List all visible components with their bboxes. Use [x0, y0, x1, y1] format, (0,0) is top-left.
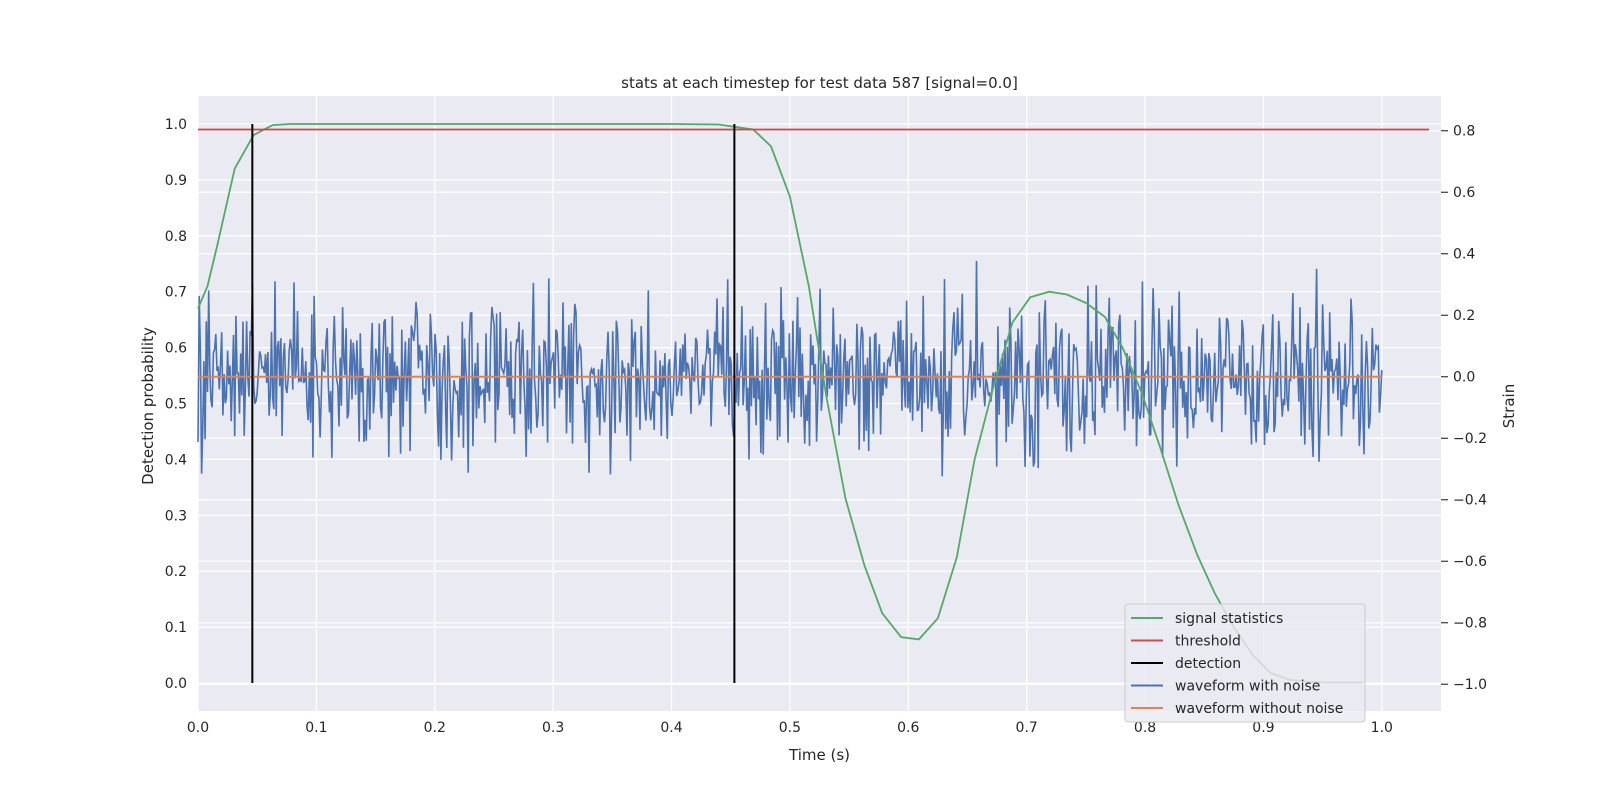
- y-left-tick-label: 0.0: [165, 676, 187, 692]
- y-right-tick-label: −0.2: [1453, 431, 1487, 447]
- y-axis-label-right: Strain: [1500, 384, 1518, 428]
- y-left-tick-label: 0.8: [165, 229, 187, 245]
- chart-title: stats at each timestep for test data 587…: [621, 74, 1018, 92]
- y-right-tick-label: 0.6: [1453, 185, 1475, 201]
- x-tick-label: 0.6: [897, 720, 919, 736]
- legend-label: waveform with noise: [1175, 679, 1320, 695]
- ticks-layer: 0.0 0.1 0.2 0.3 0.4 0.5 0.6 0.7 0.8 0.9 1.0 0.0 0.1 0…: [165, 117, 1487, 736]
- legend-label: threshold: [1175, 634, 1241, 650]
- x-tick-label: 0.2: [424, 720, 446, 736]
- y-left-tick-label: 0.1: [165, 620, 187, 636]
- x-tick-label: 0.0: [187, 720, 209, 736]
- y-left-tick-label: 0.7: [165, 285, 187, 301]
- legend-box: [1124, 603, 1366, 723]
- y-axis-label-left: Detection probability: [139, 327, 157, 485]
- y-right-tick-label: −0.4: [1453, 493, 1487, 509]
- x-axis-label: Time (s): [788, 746, 850, 764]
- y-left-tick-label: 0.4: [165, 452, 187, 468]
- y-left-tick-label: 0.3: [165, 508, 187, 524]
- y-right-tick-label: 0.8: [1453, 124, 1475, 140]
- x-tick-label: 0.5: [779, 720, 801, 736]
- y-right-tick-label: −1.0: [1453, 677, 1487, 693]
- legend-label: signal statistics: [1175, 611, 1283, 627]
- x-tick-label: 0.3: [542, 720, 564, 736]
- y-left-tick-label: 0.6: [165, 341, 187, 357]
- y-right-tick-label: −0.6: [1453, 554, 1487, 570]
- legend-label: waveform without noise: [1175, 701, 1343, 717]
- y-left-tick-label: 0.2: [165, 564, 187, 580]
- x-tick-label: 0.1: [305, 720, 327, 736]
- y-right-tick-label: 0.2: [1453, 308, 1475, 324]
- y-left-tick-label: 0.9: [165, 173, 187, 189]
- x-tick-label: 0.4: [660, 720, 682, 736]
- legend: signal statistics threshold detection wavef…: [1124, 603, 1366, 723]
- x-tick-label: 0.8: [1134, 720, 1156, 736]
- y-right-tick-label: 0.4: [1453, 247, 1475, 263]
- x-tick-label: 1.0: [1371, 720, 1393, 736]
- y-right-tick-label: −0.8: [1453, 616, 1487, 632]
- x-tick-label: 0.7: [1016, 720, 1038, 736]
- y-left-tick-label: 1.0: [165, 117, 187, 133]
- legend-label: detection: [1175, 656, 1241, 672]
- x-tick-label: 0.9: [1252, 720, 1274, 736]
- y-right-tick-label: 0.0: [1453, 370, 1475, 386]
- y-left-tick-label: 0.5: [165, 397, 187, 413]
